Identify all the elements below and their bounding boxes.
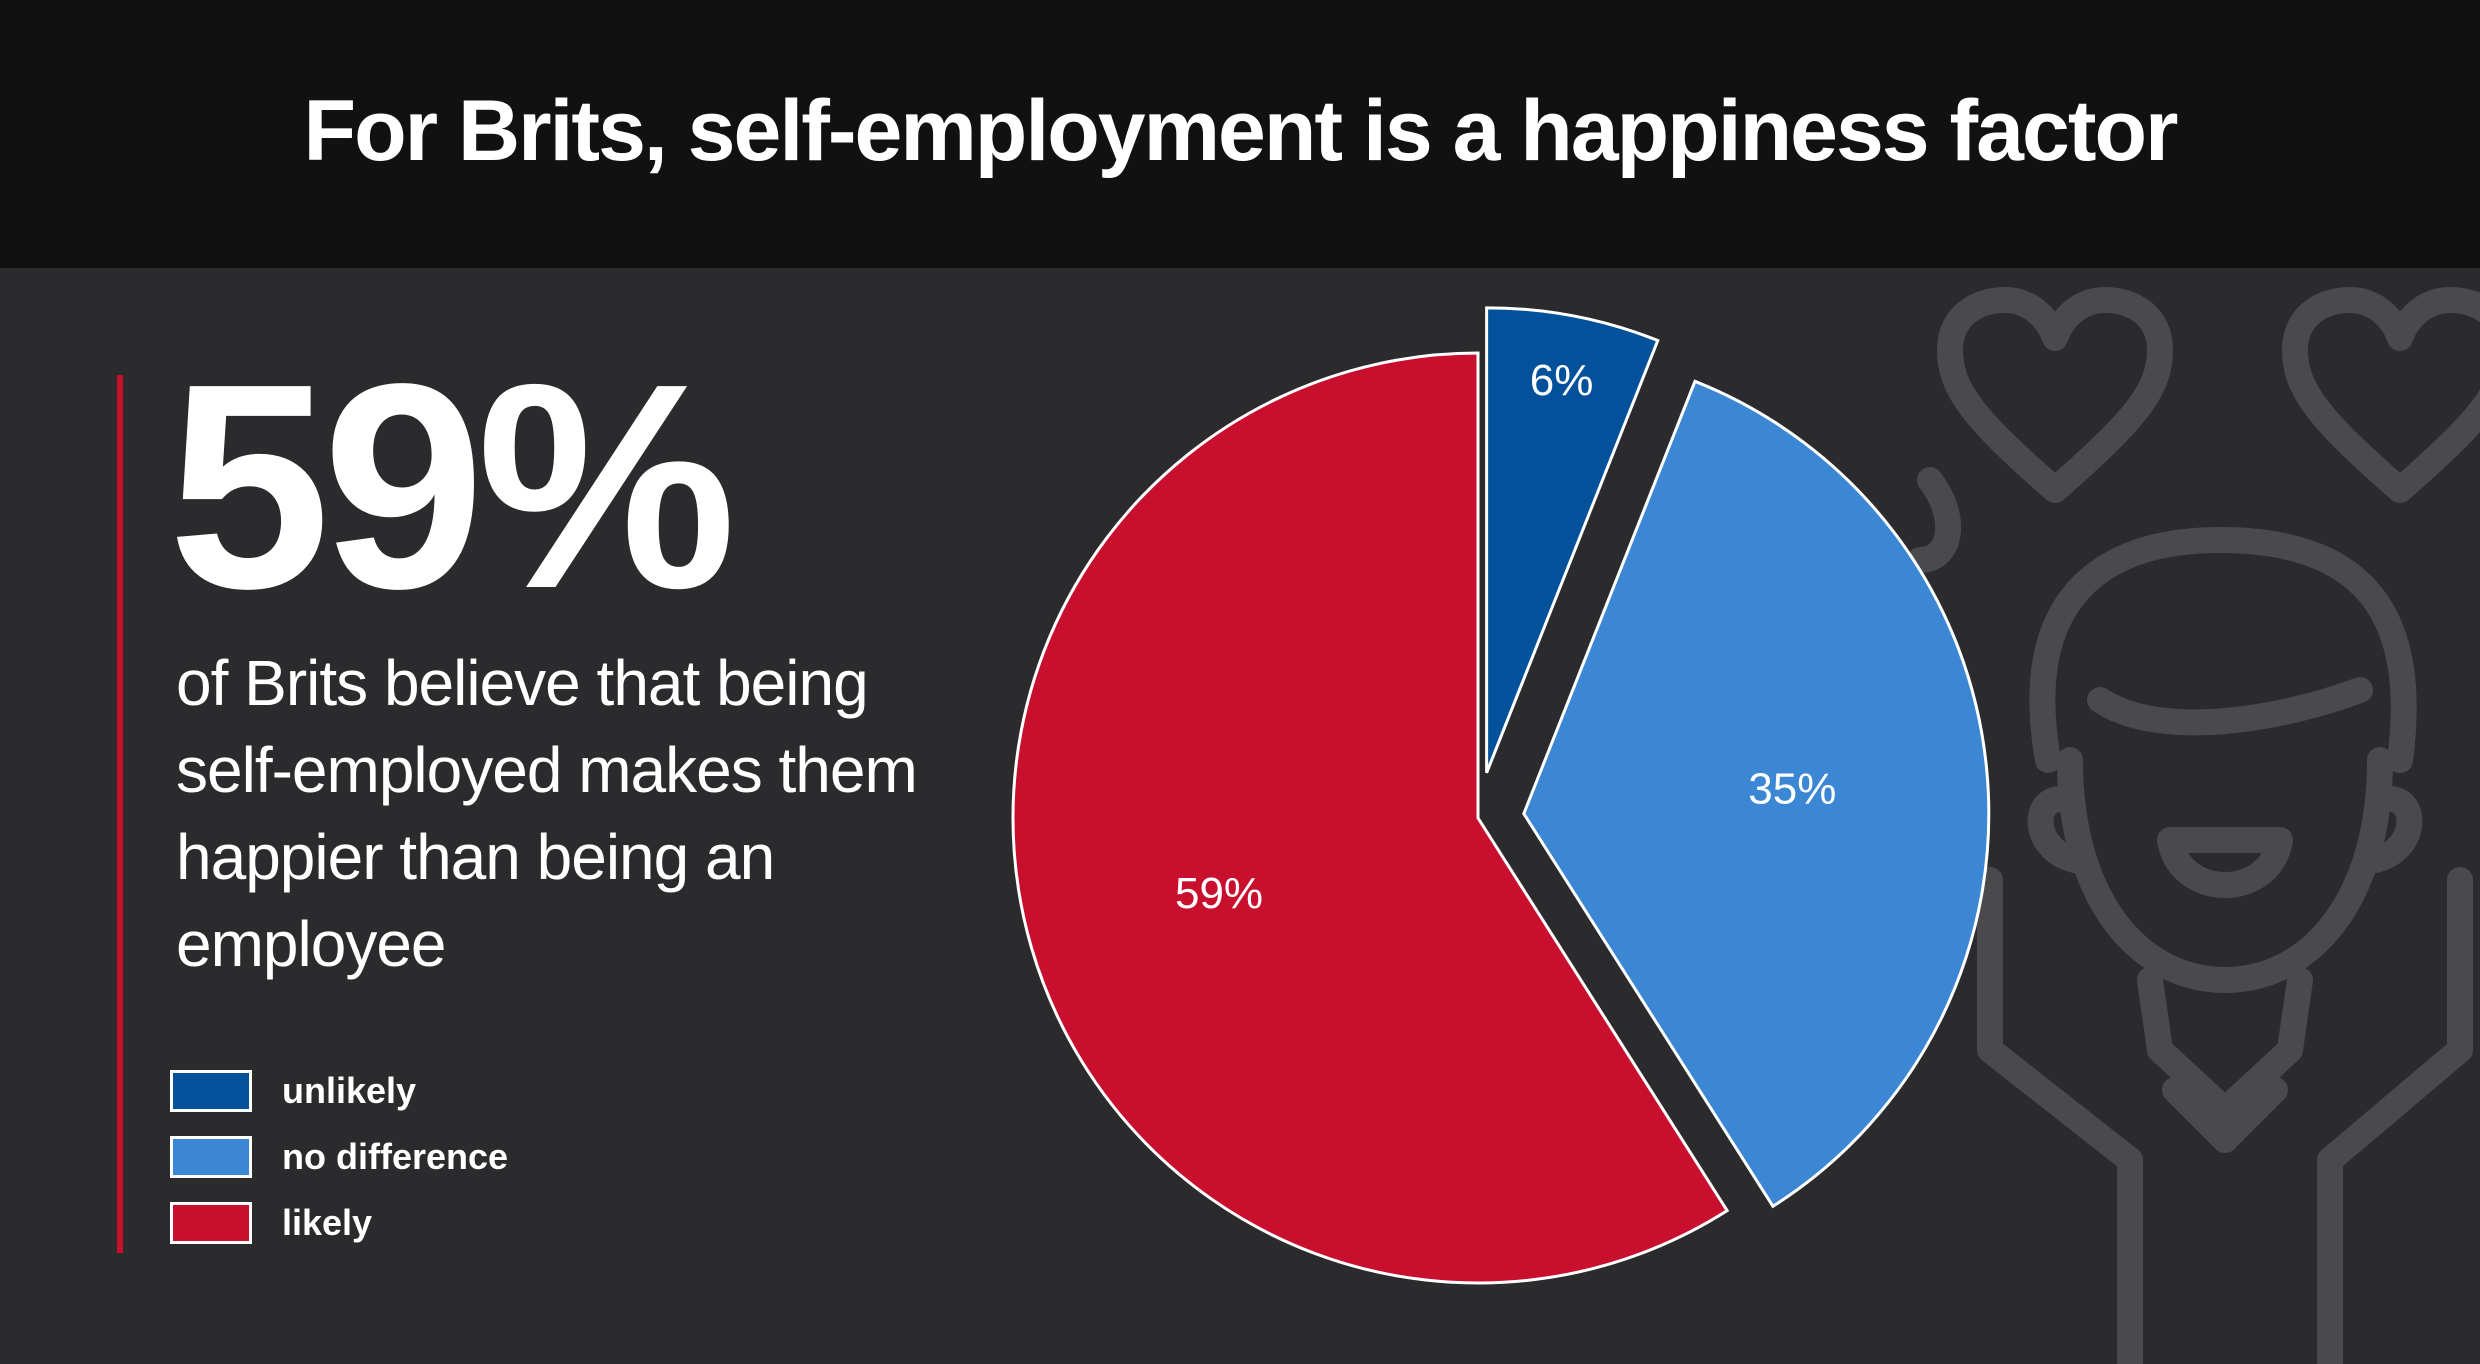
legend-item-unlikely: unlikely: [170, 1058, 508, 1124]
headline-stat: 59%: [168, 323, 736, 649]
page-title: For Brits, self-employment is a happines…: [303, 82, 2179, 179]
pie-label-likely: 59%: [1175, 869, 1263, 918]
legend-label-no-difference: no difference: [282, 1136, 509, 1177]
accent-bar: [117, 375, 123, 1253]
legend-label-unlikely: unlikely: [282, 1070, 417, 1111]
header-bar: For Brits, self-employment is a happines…: [0, 0, 2480, 268]
legend-swatch-unlikely: [170, 1070, 252, 1112]
pie-slice-unlikely: [1485, 306, 1660, 774]
heart-icon: [1937, 287, 2173, 503]
pie-slice-no-difference: [1522, 379, 1991, 1209]
heart-icon: [2282, 287, 2480, 503]
pie-slice-likely: [1011, 351, 1730, 1285]
legend-swatch-likely: [170, 1202, 252, 1244]
pie-label-no-difference: 35%: [1748, 764, 1836, 813]
legend-swatch-no-difference: [170, 1136, 252, 1178]
chart-legend: unlikely no difference likely: [170, 1058, 508, 1256]
stat-caption: of Brits believe that being self-employe…: [176, 647, 918, 980]
legend-item-likely: likely: [170, 1190, 508, 1256]
legend-label-likely: likely: [282, 1202, 373, 1243]
legend-item-no-difference: no difference: [170, 1124, 508, 1190]
pie-label-unlikely: 6%: [1530, 356, 1594, 405]
